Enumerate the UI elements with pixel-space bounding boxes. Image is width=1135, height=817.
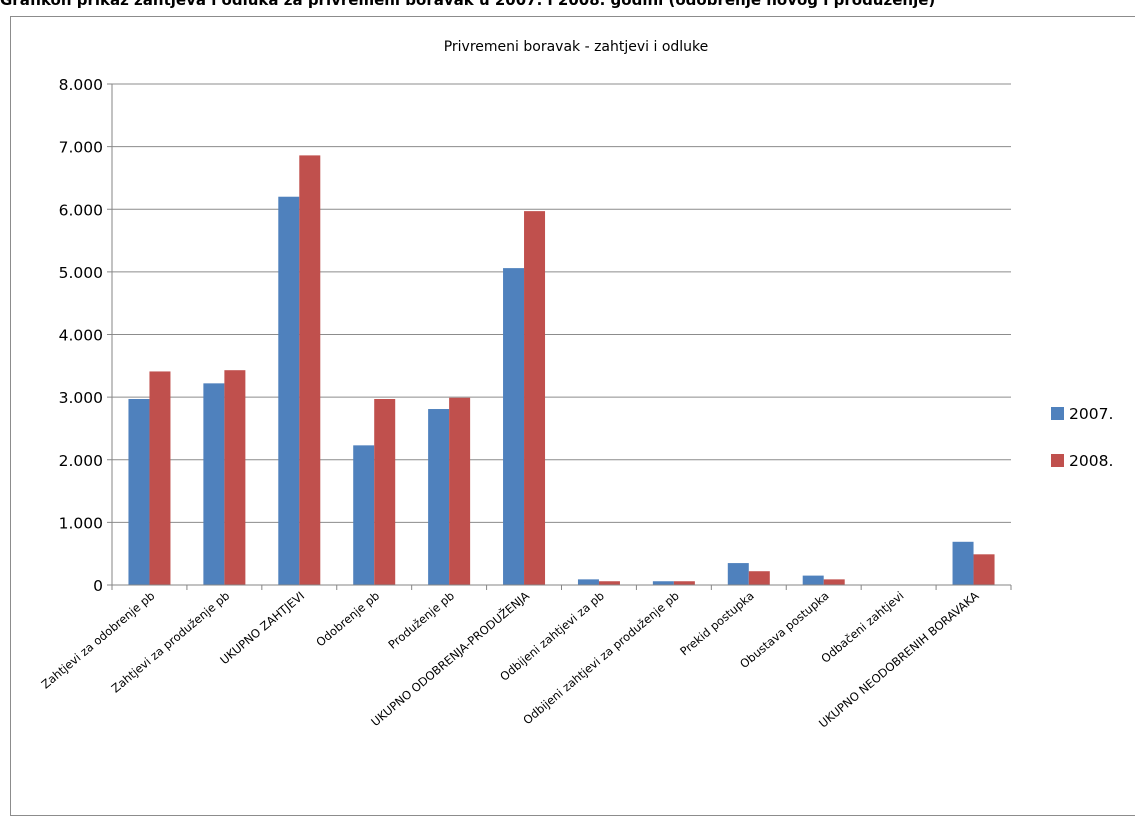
bar-2008-9: [824, 579, 845, 585]
x-category-label: Zahtjevi za produženje pb: [109, 589, 233, 696]
bar-2007-11: [953, 542, 974, 585]
bar-2007-0: [128, 399, 149, 585]
bar-2007-3: [353, 445, 374, 585]
bar-2007-1: [203, 383, 224, 585]
bar-2008-8: [749, 571, 770, 585]
bar-2008-0: [149, 371, 170, 585]
bar-2008-2: [299, 155, 320, 585]
y-tick-label: 1.000: [59, 514, 103, 532]
bar-chart: Privremeni boravak - zahtjevi i odluke 0…: [11, 17, 1135, 817]
bar-2008-11: [974, 554, 995, 585]
y-tick-label: 7.000: [59, 139, 103, 157]
bar-2008-4: [449, 398, 470, 585]
chart-title: Privremeni boravak - zahtjevi i odluke: [444, 39, 709, 55]
bar-2007-9: [803, 576, 824, 585]
bar-2008-1: [224, 370, 245, 585]
bar-2007-4: [428, 409, 449, 585]
bar-2007-7: [653, 581, 674, 585]
x-category-label: Produženje pb: [385, 589, 457, 652]
y-tick-label: 4.000: [59, 327, 103, 345]
figure-caption: Grafikon prikaz zahtjeva i odluka za pri…: [0, 0, 1135, 13]
bar-2007-2: [278, 197, 299, 585]
bar-2007-5: [503, 268, 524, 585]
x-category-label: Prekid postupka: [677, 589, 756, 659]
gridlines: [112, 84, 1011, 585]
bar-2008-3: [374, 399, 395, 585]
bar-2008-7: [674, 581, 695, 585]
y-tick-label: 8.000: [59, 76, 103, 94]
legend-label: 2008.: [1069, 452, 1113, 470]
x-category-label: UKUPNO ODOBRENJA-PRODUŽENJA: [368, 588, 532, 729]
legend-swatch: [1051, 454, 1064, 467]
y-axis: 0 1.000 2.000 3.000 4.000 5.000 6.000 7.000 8.00…: [59, 76, 112, 595]
bar-2008-6: [599, 581, 620, 585]
y-tick-label: 5.000: [59, 264, 103, 282]
y-tick-label: 3.000: [59, 389, 103, 407]
bar-2007-6: [578, 579, 599, 585]
bar-2007-8: [728, 563, 749, 585]
x-category-label: UKUPNO NEODOBRENIH BORAVAKA: [816, 588, 982, 730]
y-tick-label: 2.000: [59, 452, 103, 470]
y-tick-label: 6.000: [59, 201, 103, 219]
x-category-label: Odbijeni zahtjevi za produženje pb: [520, 589, 682, 728]
y-tick-label: 0: [93, 577, 103, 595]
chart-frame: Privremeni boravak - zahtjevi i odluke 0…: [10, 16, 1135, 816]
x-category-label: Odobrenje pb: [313, 589, 382, 650]
legend-swatch: [1051, 407, 1064, 420]
legend-label: 2007.: [1069, 405, 1113, 423]
bars: [128, 155, 994, 585]
legend: 2007. 2008.: [1051, 405, 1113, 470]
bar-2008-5: [524, 211, 545, 585]
